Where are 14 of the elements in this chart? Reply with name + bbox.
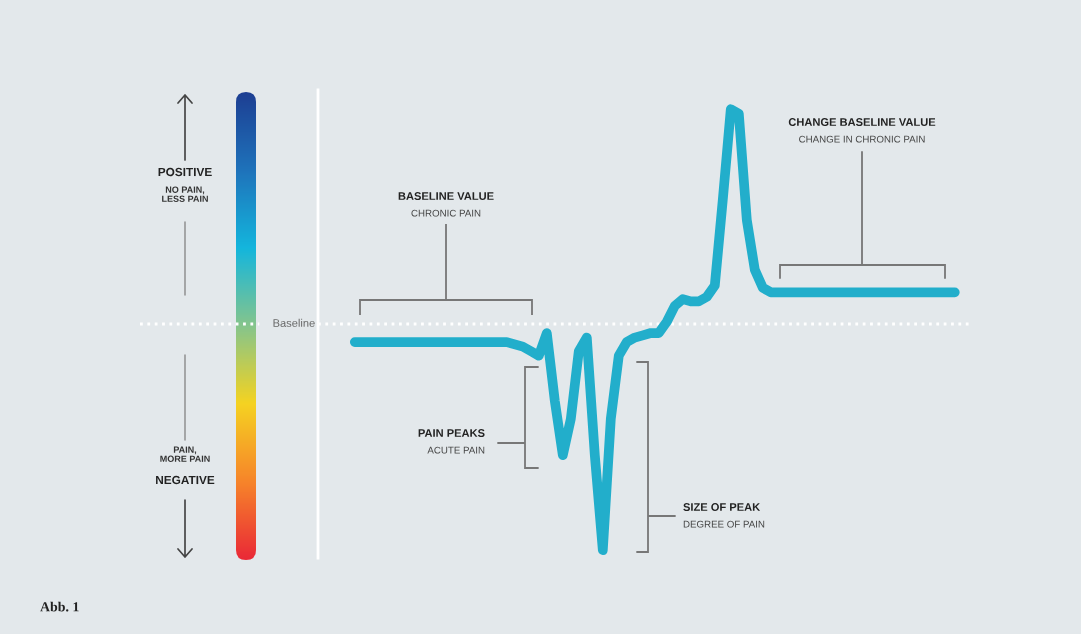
annotation: PAIN PEAKS <box>418 429 485 437</box>
annotation: CHRONIC PAIN <box>411 209 481 217</box>
annotation: DEGREE OF PAIN <box>683 520 765 528</box>
ref-line-label: Baseline <box>273 318 315 327</box>
text: NO PAIN, LESS PAIN <box>162 186 208 202</box>
annotation: CHANGE BASELINE VALUE <box>788 118 936 126</box>
annotation: ACUTE PAIN <box>427 446 485 454</box>
annotation: BASELINE VALUE <box>398 192 494 200</box>
text: NEGATIVE <box>156 475 215 485</box>
caption: Abb. 1 <box>40 601 79 612</box>
text: PAIN, MORE PAIN <box>160 446 210 462</box>
annotation: CHANGE IN CHRONIC PAIN <box>799 135 925 143</box>
annotation: SIZE OF PEAK <box>683 503 761 511</box>
text: POSITIVE <box>158 167 212 177</box>
